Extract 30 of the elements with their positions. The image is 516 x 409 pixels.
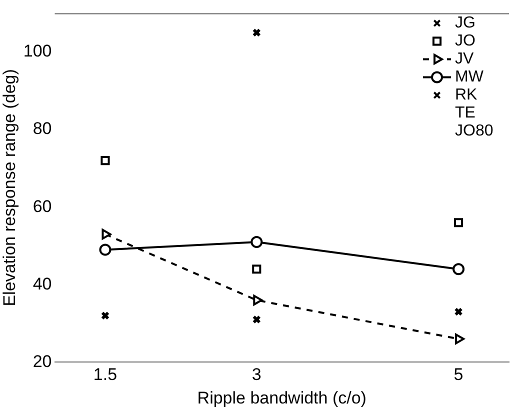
legend-label: JG (455, 14, 476, 32)
legend-label: JO80 (455, 122, 494, 140)
y-tick-label: 100 (23, 42, 52, 61)
point (252, 264, 262, 274)
y-tick-label: 80 (32, 119, 52, 138)
x-tick-label: 1.5 (93, 365, 118, 384)
legend-label: JV (455, 50, 474, 68)
point (102, 228, 112, 240)
point (455, 334, 465, 344)
point (100, 311, 110, 320)
point (454, 218, 464, 228)
y-tick-label: 20 (32, 352, 52, 371)
point (99, 244, 112, 256)
legend-label: TE (455, 104, 476, 122)
point (452, 263, 465, 276)
point (253, 294, 263, 306)
x-tick-label: 5 (454, 365, 464, 384)
point (252, 28, 261, 37)
point (100, 156, 110, 166)
y-tick-label: 60 (32, 196, 52, 216)
point (454, 307, 463, 316)
legend-label: RK (455, 86, 478, 104)
point (250, 236, 263, 248)
x-tick-label: 3 (252, 365, 262, 384)
y-axis-title: Elevation response range (deg) (0, 69, 19, 306)
y-tick-label: 40 (32, 274, 52, 294)
legend-label: MW (455, 68, 484, 86)
point (252, 315, 261, 324)
x-axis-title: Ripple bandwidth (c/o) (197, 388, 366, 408)
legend-label: JO (455, 32, 476, 50)
